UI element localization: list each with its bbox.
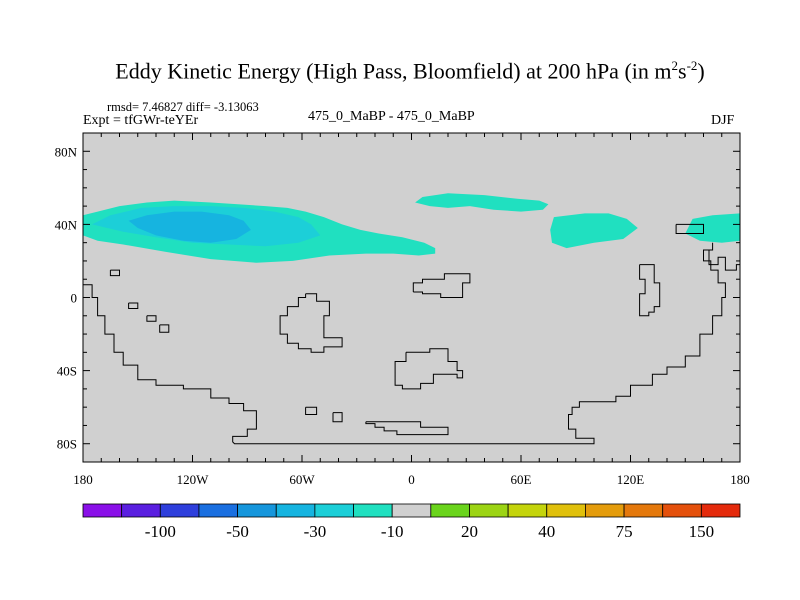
colorbar-swatch (82, 503, 123, 518)
colorbar-swatch (623, 503, 664, 518)
coastline-5 (159, 324, 170, 333)
x-tick-label: 0 (408, 472, 415, 487)
coastline-6 (279, 293, 343, 353)
colorbar-label: -30 (304, 522, 327, 541)
colorbar-swatch (700, 503, 741, 518)
coastline-9 (412, 273, 471, 298)
colorbar-swatch (585, 503, 625, 518)
map-background (83, 133, 740, 462)
coastline-10 (394, 348, 464, 390)
anomaly-region-3 (128, 211, 251, 243)
anomaly-region-4 (415, 193, 549, 212)
coastline-3 (128, 302, 139, 309)
anomaly-fills (83, 193, 740, 263)
colorbar-swatch (314, 503, 354, 518)
colorbar-swatch (159, 503, 200, 518)
x-tick-label: 60W (289, 472, 315, 487)
colorbar-swatch (353, 503, 393, 518)
coastline-1 (83, 242, 726, 445)
axes: 180 120W 60W 0 60E 120E 180 80N 40N 0 40S 80S (55, 132, 750, 487)
x-tick-label: 120E (617, 472, 645, 487)
colorbar-swatch (507, 503, 548, 518)
center-label: 475_0_MaBP - 475_0_MaBP (308, 109, 475, 124)
chart-title: Eddy Kinetic Energy (High Pass, Bloomfie… (115, 58, 705, 84)
x-tick-label: 120W (177, 472, 210, 487)
y-tick-label: 0 (71, 291, 78, 306)
coastline-12 (675, 223, 704, 234)
colorbar-label: -100 (145, 522, 176, 541)
colorbar-swatch (391, 503, 432, 518)
colorbar-swatch (121, 503, 161, 518)
coastline-7 (305, 406, 318, 415)
colorbar-label: 150 (689, 522, 715, 541)
colorbar-label: 40 (538, 522, 555, 541)
coastline-8 (332, 412, 343, 423)
y-tick-label: 80N (55, 144, 78, 159)
y-tick-label: 40S (57, 364, 77, 379)
colorbar-label: -10 (381, 522, 404, 541)
colorbar-swatch (237, 503, 277, 518)
x-tick-label: 60E (511, 472, 532, 487)
colorbar-swatch (430, 503, 470, 518)
colorbar-swatch (275, 503, 316, 518)
coastline-14 (708, 250, 740, 271)
y-tick-label: 40N (55, 217, 78, 232)
colorbar-swatch (662, 503, 702, 518)
colorbar-swatch (198, 503, 238, 518)
experiment-label: Expt = tfGWr-teYEr (83, 113, 199, 128)
coastline-4 (146, 315, 157, 322)
coastline-2 (109, 269, 120, 277)
x-tick-label: 180 (730, 472, 750, 487)
season-label: DJF (711, 113, 735, 128)
coastline-13 (639, 264, 661, 317)
coastline-11 (365, 421, 449, 436)
x-tick-label: 180 (73, 472, 93, 487)
colorbar-swatch (469, 503, 509, 518)
coastlines (83, 223, 740, 445)
anomaly-region-5 (550, 213, 638, 249)
stats-label: rmsd= 7.46827 diff= -3.13063 (107, 100, 259, 114)
y-tick-label: 80S (57, 437, 77, 452)
anomaly-region-6 (685, 213, 740, 243)
colorbar-label: 75 (616, 522, 633, 541)
colorbar-swatch (546, 503, 586, 518)
colorbar-label: 20 (461, 522, 478, 541)
colorbar-label: -50 (226, 522, 249, 541)
colorbar: -100 -50 -30 -10 20 40 75 150 (82, 503, 741, 541)
